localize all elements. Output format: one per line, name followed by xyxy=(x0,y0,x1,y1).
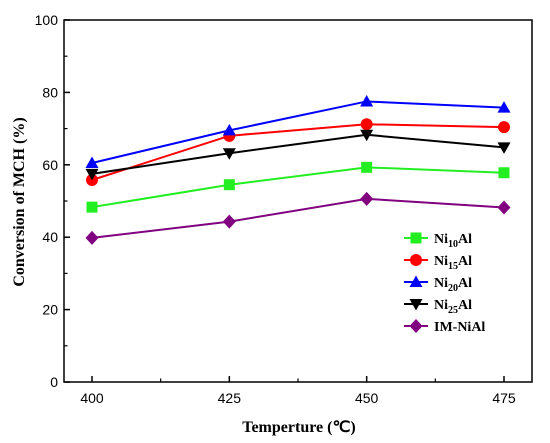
legend-label: IM-NiAl xyxy=(434,320,485,335)
legend-label: Ni25Al xyxy=(434,298,472,316)
data-point xyxy=(85,168,99,181)
y-tick-label: 20 xyxy=(42,302,58,318)
x-tick-label: 425 xyxy=(218,390,242,406)
data-point xyxy=(360,94,374,107)
x-axis-title: Temperture (℃) xyxy=(242,419,356,436)
series-Ni25Al xyxy=(85,129,511,181)
data-point xyxy=(85,230,99,245)
legend-marker xyxy=(409,275,423,287)
legend-item: Ni10Al xyxy=(404,232,472,250)
series-line xyxy=(91,133,505,175)
legend-item: Ni20Al xyxy=(404,275,472,294)
series-line xyxy=(91,123,505,181)
data-point xyxy=(222,148,236,160)
legend: Ni10Al Ni15Al Ni20Al Ni25Al IM-NiAl xyxy=(404,232,485,335)
x-tick-label: 450 xyxy=(355,390,379,406)
data-point xyxy=(85,156,99,168)
series-line xyxy=(91,166,505,209)
data-point xyxy=(360,191,374,206)
series-Ni15Al xyxy=(86,118,510,187)
legend-label: Ni15Al xyxy=(434,254,472,272)
x-tick-label: 400 xyxy=(80,390,104,406)
legend-label: Ni10Al xyxy=(434,232,472,250)
legend-marker xyxy=(410,254,422,266)
series-IM-NiAl xyxy=(85,191,511,245)
series-layer xyxy=(85,94,511,245)
data-point xyxy=(497,200,511,215)
legend-marker xyxy=(410,232,422,244)
x-tick-label: 475 xyxy=(492,390,516,406)
data-point xyxy=(497,101,511,113)
data-point xyxy=(223,179,235,191)
x-axis: 400 425 450 475 xyxy=(80,376,516,406)
data-point xyxy=(361,161,373,173)
y-tick-label: 100 xyxy=(35,12,59,28)
legend-item: IM-NiAl xyxy=(404,319,485,335)
y-tick-label: 80 xyxy=(42,84,58,100)
data-point xyxy=(360,118,373,131)
data-point xyxy=(498,121,510,134)
y-tick-label: 0 xyxy=(50,374,58,390)
series-line xyxy=(91,100,505,164)
series-line xyxy=(91,197,505,239)
y-axis-title: Conversion of MCH (%) xyxy=(11,117,28,286)
legend-marker xyxy=(409,319,423,333)
data-point xyxy=(86,201,98,213)
data-point xyxy=(498,167,510,179)
data-point xyxy=(497,142,511,154)
series-Ni20Al xyxy=(85,94,511,168)
series-Ni10Al xyxy=(86,161,510,213)
y-tick-label: 60 xyxy=(42,157,58,173)
y-tick-label: 40 xyxy=(42,229,58,245)
data-point xyxy=(222,214,236,229)
data-point xyxy=(222,123,236,136)
data-point xyxy=(360,129,374,142)
y-axis: 0 20 40 60 80 100 xyxy=(35,12,70,390)
legend-label: Ni20Al xyxy=(434,276,472,294)
legend-item: Ni15Al xyxy=(404,254,472,272)
legend-item: Ni25Al xyxy=(404,298,472,316)
legend-marker xyxy=(409,299,423,311)
